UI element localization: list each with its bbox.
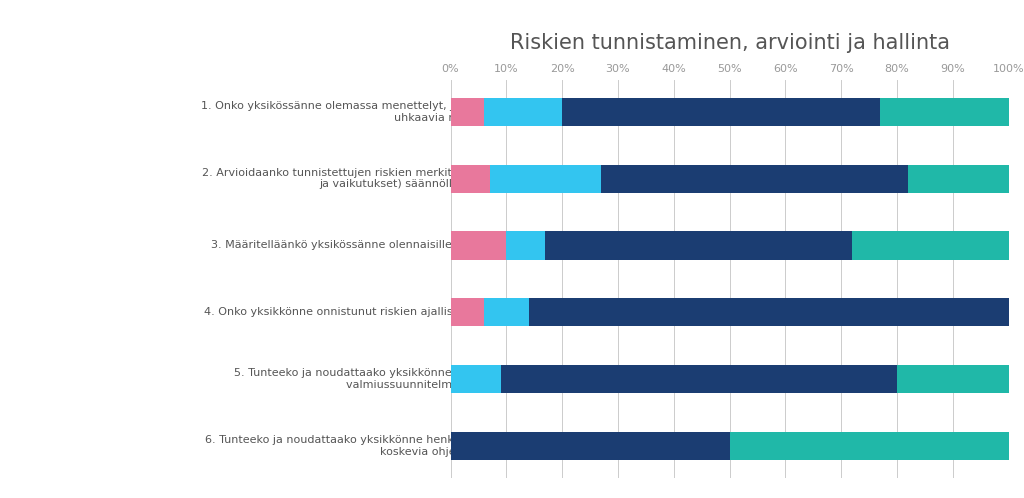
Bar: [451, 365, 501, 393]
Bar: [601, 165, 908, 193]
Bar: [528, 298, 1009, 326]
Bar: [506, 232, 546, 259]
Bar: [451, 298, 484, 326]
Bar: [451, 165, 489, 193]
Bar: [451, 432, 729, 460]
Bar: [484, 298, 528, 326]
Bar: [562, 98, 881, 126]
Bar: [881, 98, 1009, 126]
Title: Riskien tunnistaminen, arviointi ja hallinta: Riskien tunnistaminen, arviointi ja hall…: [510, 33, 949, 53]
Bar: [501, 365, 897, 393]
Bar: [451, 232, 506, 259]
Bar: [729, 432, 1009, 460]
Bar: [852, 232, 1009, 259]
Bar: [546, 232, 852, 259]
Bar: [489, 165, 601, 193]
Bar: [484, 98, 562, 126]
Bar: [908, 165, 1009, 193]
Bar: [897, 365, 1009, 393]
Bar: [451, 98, 484, 126]
